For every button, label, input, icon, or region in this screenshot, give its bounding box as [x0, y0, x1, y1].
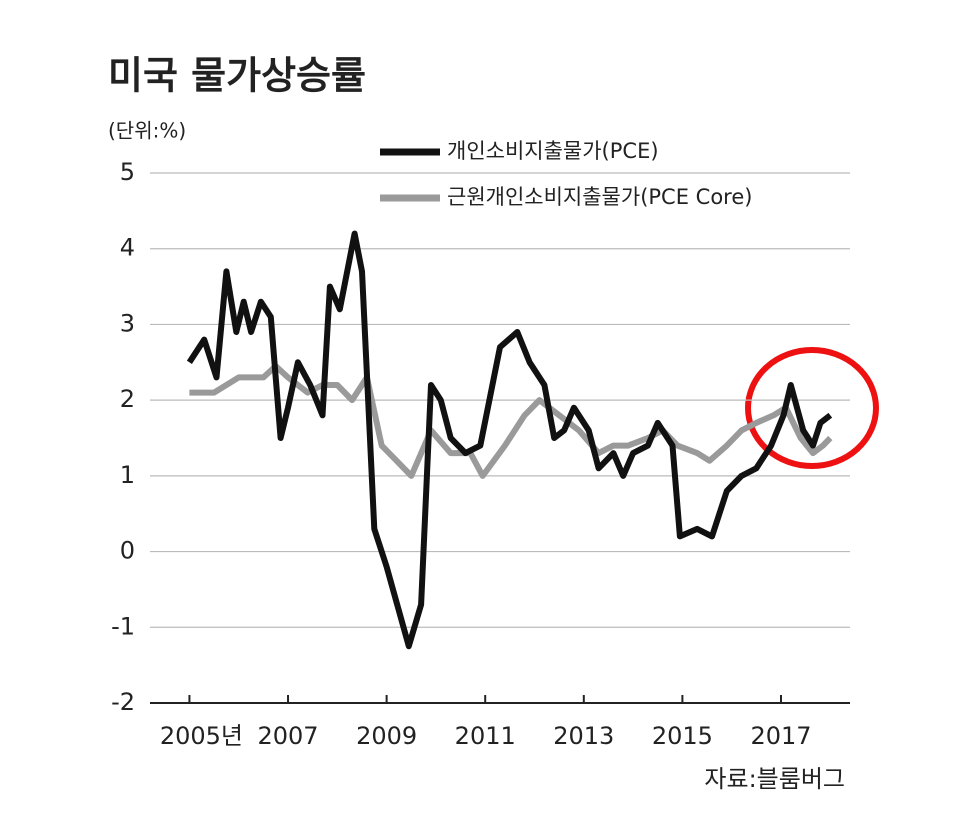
x-tick-label: 2009 [356, 722, 417, 750]
unit-label: (단위:%) [108, 119, 186, 143]
y-tick-label: 5 [120, 158, 135, 186]
source: 자료:블룸버그 [704, 765, 845, 793]
x-tick-label: 2007 [257, 722, 318, 750]
y-tick-label: 4 [120, 234, 135, 262]
legend-label: 개인소비지출물가(PCE) [447, 139, 659, 163]
highlight-circle [745, 347, 879, 469]
x-tick-label: 2013 [553, 722, 614, 750]
chart-title: 미국 물가상승률 [108, 54, 366, 98]
x-tick-label: 2017 [750, 722, 811, 750]
x-tick-label: 2005년 [160, 722, 243, 750]
series-line [189, 363, 833, 479]
y-tick-label: 1 [120, 461, 135, 489]
y-tick-label: -2 [111, 688, 135, 716]
y-tick-label: 2 [120, 385, 135, 413]
legend-label: 근원개인소비지출물가(PCE Core) [447, 185, 752, 209]
x-tick-label: 2015 [652, 722, 713, 750]
y-tick-label: 3 [120, 309, 135, 337]
series-line [186, 230, 833, 650]
y-tick-label: 0 [120, 537, 135, 565]
y-tick-label: -1 [111, 612, 135, 640]
x-tick-label: 2011 [455, 722, 516, 750]
